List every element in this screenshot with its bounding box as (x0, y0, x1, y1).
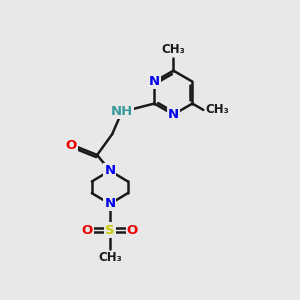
Text: CH₃: CH₃ (206, 103, 230, 116)
Text: N: N (168, 108, 179, 121)
Text: O: O (127, 224, 138, 236)
Text: N: N (104, 164, 116, 177)
Text: N: N (149, 75, 160, 88)
Text: CH₃: CH₃ (98, 251, 122, 264)
Text: NH: NH (111, 105, 133, 118)
Text: CH₃: CH₃ (161, 43, 185, 56)
Text: O: O (82, 224, 93, 236)
Text: S: S (105, 224, 115, 236)
Text: N: N (104, 197, 116, 210)
Text: O: O (66, 139, 77, 152)
